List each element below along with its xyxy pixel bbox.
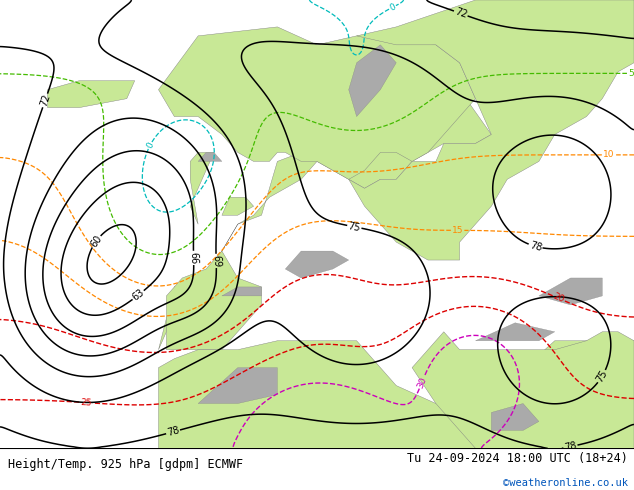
Text: 25: 25 — [80, 398, 92, 407]
Text: 30: 30 — [415, 375, 428, 390]
Polygon shape — [491, 404, 539, 430]
Text: Height/Temp. 925 hPa [gdpm] ECMWF: Height/Temp. 925 hPa [gdpm] ECMWF — [8, 458, 243, 471]
Text: ©weatheronline.co.uk: ©weatheronline.co.uk — [503, 477, 628, 488]
Text: 63: 63 — [131, 288, 146, 303]
Polygon shape — [158, 341, 634, 448]
Text: 60: 60 — [89, 234, 104, 249]
Polygon shape — [539, 278, 602, 305]
Text: 20: 20 — [552, 292, 566, 305]
Text: 0: 0 — [388, 2, 397, 13]
Text: 5: 5 — [628, 69, 634, 78]
Polygon shape — [158, 45, 491, 350]
Polygon shape — [198, 368, 278, 404]
Polygon shape — [190, 152, 214, 224]
Text: 75: 75 — [595, 368, 609, 384]
Polygon shape — [198, 152, 222, 161]
Polygon shape — [48, 81, 134, 108]
Polygon shape — [222, 287, 261, 296]
Text: 78: 78 — [528, 240, 543, 253]
Text: 72: 72 — [39, 93, 52, 108]
Polygon shape — [349, 0, 634, 260]
Text: 0: 0 — [145, 141, 155, 150]
Polygon shape — [285, 251, 349, 278]
Polygon shape — [349, 45, 396, 117]
Text: 78: 78 — [564, 441, 578, 453]
Text: Tu 24-09-2024 18:00 UTC (18+24): Tu 24-09-2024 18:00 UTC (18+24) — [407, 452, 628, 466]
Text: 78: 78 — [166, 425, 180, 438]
Text: 72: 72 — [453, 7, 469, 20]
Polygon shape — [166, 251, 261, 350]
Text: 15: 15 — [452, 226, 463, 235]
Text: 69: 69 — [211, 255, 221, 267]
Polygon shape — [412, 332, 634, 448]
Text: 75: 75 — [347, 220, 361, 233]
Polygon shape — [222, 197, 254, 215]
Text: 66: 66 — [188, 252, 198, 264]
Text: 10: 10 — [603, 150, 614, 159]
Polygon shape — [158, 27, 476, 179]
Polygon shape — [476, 323, 555, 341]
